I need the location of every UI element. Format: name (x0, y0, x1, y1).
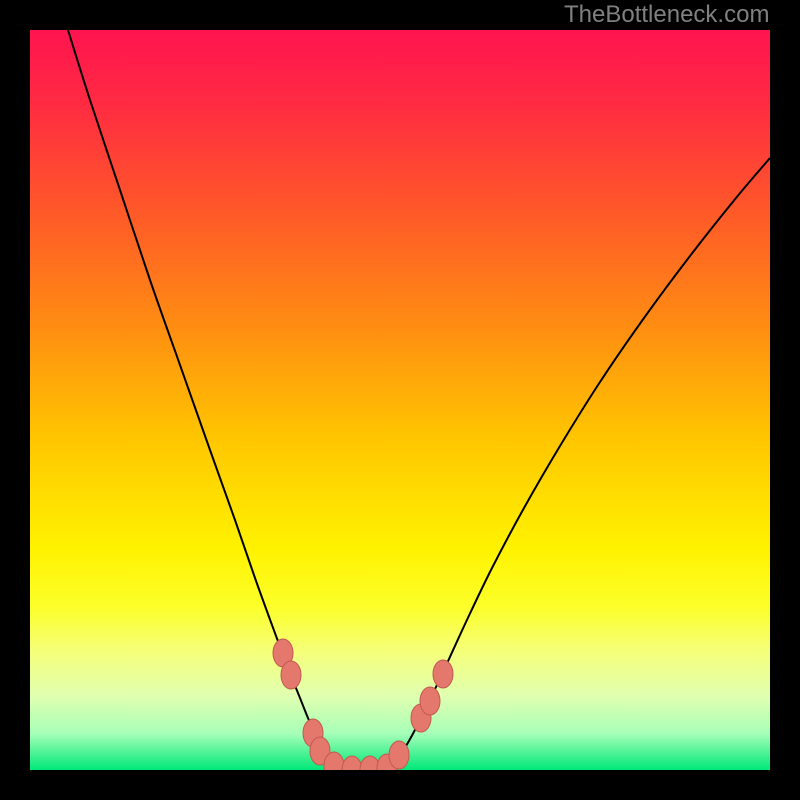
data-marker (389, 741, 409, 769)
chart-svg (30, 30, 770, 770)
data-marker (281, 661, 301, 689)
chart-background (30, 30, 770, 770)
data-marker (420, 687, 440, 715)
watermark-text: TheBottleneck.com (564, 1, 769, 29)
plot-area (30, 30, 770, 770)
data-marker (433, 660, 453, 688)
